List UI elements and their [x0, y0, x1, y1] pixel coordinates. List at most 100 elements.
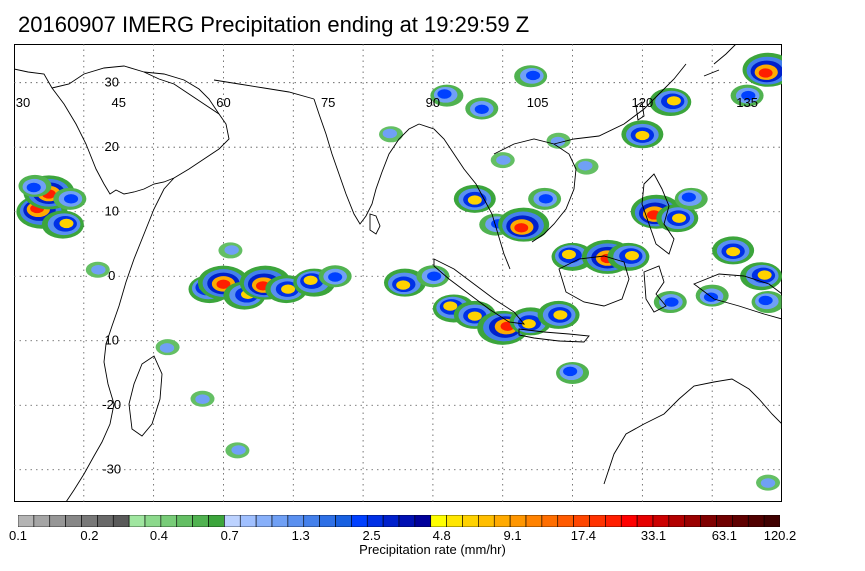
precip-cell: [190, 390, 215, 407]
colorbar-tick-label: 120.2: [763, 528, 797, 543]
precip-cell: [712, 236, 755, 265]
colorbar-swatch: [287, 514, 305, 528]
colorbar-swatch: [255, 514, 273, 528]
colorbar-swatch: [112, 514, 130, 528]
colorbar-swatch: [716, 514, 733, 528]
precip-contour: [496, 155, 511, 165]
precip-cell: [751, 291, 782, 314]
coastline-japan: [703, 44, 737, 77]
colorbar-swatch: [525, 514, 543, 528]
map-canvas: 30 45 60 75 90 105 120 135 30 20 10 0 10 -20 -30: [14, 44, 782, 502]
colorbar-swatch: [335, 514, 352, 528]
latitude-label: 10: [105, 333, 119, 348]
precip-cell: [85, 261, 110, 278]
colorbar-swatch: [763, 514, 781, 528]
map-title: 20160907 IMERG Precipitation ending at 1…: [18, 12, 530, 37]
precip-contour: [443, 301, 458, 311]
precip-cell: [756, 474, 781, 491]
precip-cell: [695, 284, 729, 307]
colorbar-swatches: [17, 514, 781, 528]
precip-contour: [578, 160, 593, 171]
colorbar-swatch: [684, 514, 701, 528]
coastline-arabia: [51, 65, 230, 179]
colorbar-swatch: [176, 514, 193, 528]
precip-cell: [318, 265, 352, 288]
colorbar-swatch: [478, 514, 495, 528]
precip-cell: [742, 52, 782, 87]
precip-cell: [607, 242, 650, 271]
colorbar-swatch: [81, 514, 98, 528]
precip-contour: [760, 478, 776, 488]
colorbar-swatch: [573, 514, 590, 528]
precip-contour: [328, 272, 343, 282]
colorbar-swatch: [747, 514, 765, 528]
coastline-taiwan: [635, 101, 645, 121]
colorbar: [17, 514, 781, 528]
colorbar-swatch: [430, 514, 447, 528]
precip-contour: [91, 264, 106, 275]
precip-cell: [574, 158, 599, 175]
precip-cell: [430, 84, 464, 107]
precip-contour: [427, 271, 442, 281]
graticule: [14, 44, 782, 502]
precip-contour: [467, 311, 482, 321]
colorbar-swatch: [144, 514, 162, 528]
colorbar-tick-label: 2.5: [362, 528, 381, 543]
precip-contour: [281, 284, 296, 294]
coastline-india: [313, 98, 420, 225]
coastline-madagascar: [128, 355, 163, 437]
colorbar-swatch: [271, 514, 289, 528]
coastlines: [14, 44, 782, 502]
latitude-label: 10: [105, 204, 119, 219]
precip-cell: [453, 184, 496, 213]
longitude-label: 30: [16, 95, 30, 110]
precipitation-map: 30 45 60 75 90 105 120 135 30 20 10 0 10 -20 -30: [14, 44, 782, 502]
colorbar-swatch: [97, 514, 114, 528]
precip-cell: [674, 187, 708, 210]
precip-cell: [528, 187, 562, 210]
precip-contour: [538, 194, 553, 204]
precip-contour: [681, 192, 696, 202]
colorbar-swatch: [462, 514, 479, 528]
precip-cell: [556, 361, 590, 384]
colorbar-swatch: [620, 514, 638, 528]
colorbar-swatch: [493, 514, 511, 528]
precip-contour: [159, 343, 175, 353]
latitude-label: 0: [108, 268, 115, 283]
latitude-label: -20: [102, 397, 121, 412]
coastline-borneo: [558, 255, 630, 307]
colorbar-swatch: [239, 514, 257, 528]
colorbar-swatch: [700, 514, 717, 528]
coastline-sulawesi: [643, 265, 667, 313]
colorbar-tick-label: 17.4: [570, 528, 597, 543]
colorbar-swatch: [382, 514, 400, 528]
precip-contour: [474, 104, 489, 115]
colorbar-swatch: [192, 514, 209, 528]
coastline-sri-lanka: [369, 213, 381, 235]
precip-contour: [467, 195, 482, 205]
precip-contour: [59, 218, 74, 229]
precip-contour: [563, 366, 578, 377]
precip-cell: [649, 88, 692, 117]
colorbar-swatch: [446, 514, 463, 528]
precip-cell: [498, 207, 550, 242]
colorbar-title: Precipitation rate (mm/hr): [359, 542, 506, 557]
precip-contour: [664, 297, 679, 307]
precip-cell: [465, 97, 499, 120]
precip-contour: [635, 130, 650, 141]
precip-contour: [741, 90, 756, 101]
precip-cell: [41, 210, 84, 239]
precip-contour: [561, 249, 576, 260]
coastline-china: [553, 63, 687, 145]
precip-cell: [514, 65, 548, 88]
colorbar-tick-label: 1.3: [291, 528, 310, 543]
precip-contour: [224, 245, 239, 255]
precip-cell: [218, 242, 243, 259]
colorbar-swatch: [509, 514, 527, 528]
coastline-iran-pakistan: [213, 79, 315, 100]
colorbar-tick-label: 0.7: [220, 528, 239, 543]
colorbar-swatch: [652, 514, 670, 528]
precip-cell: [490, 152, 515, 169]
colorbar-swatch: [208, 514, 225, 528]
longitude-label: 75: [321, 95, 335, 110]
